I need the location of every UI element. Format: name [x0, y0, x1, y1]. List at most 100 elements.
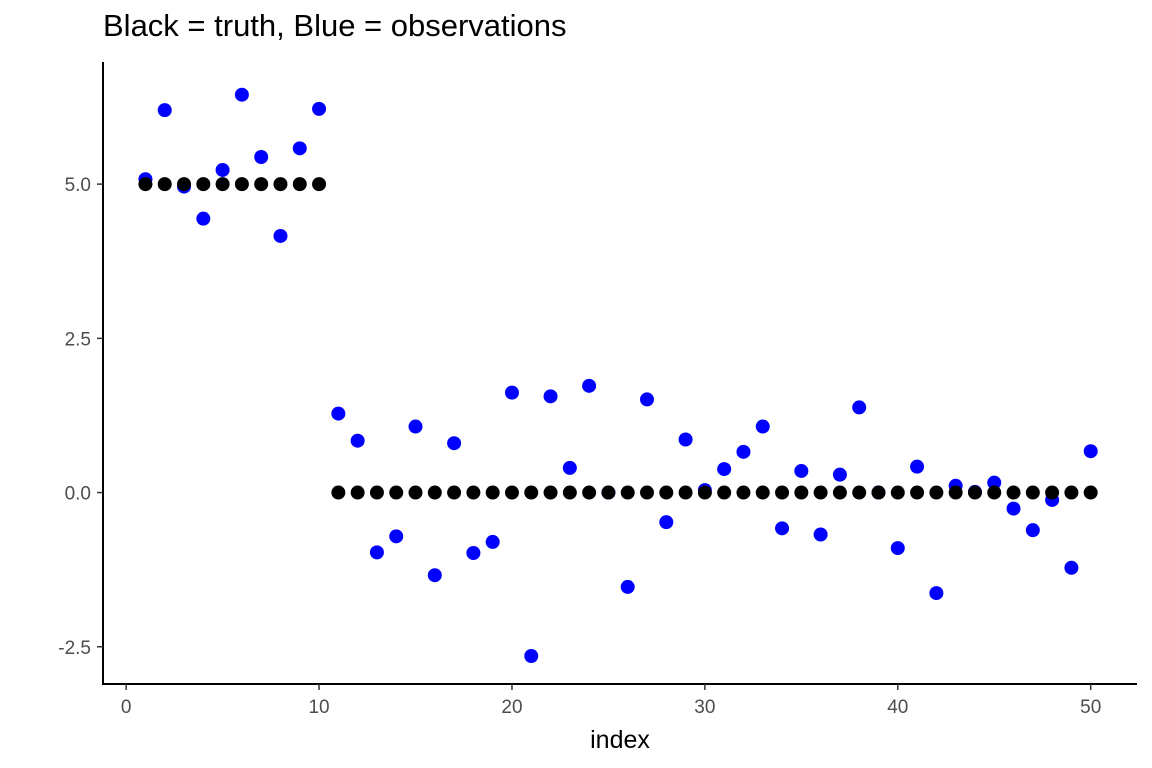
- series-0: [138, 87, 1098, 664]
- data-point: [312, 101, 327, 116]
- data-point: [389, 529, 404, 544]
- data-point: [157, 103, 172, 118]
- data-point: [1025, 523, 1040, 538]
- x-axis-title: index: [590, 726, 650, 754]
- data-point: [447, 485, 462, 500]
- x-tick-label: 10: [308, 697, 329, 718]
- data-point: [832, 485, 847, 500]
- data-point: [582, 485, 597, 500]
- data-point: [582, 378, 597, 393]
- data-point: [196, 177, 211, 192]
- data-point: [466, 545, 481, 560]
- data-point: [273, 228, 288, 243]
- data-point: [196, 211, 211, 226]
- data-point: [389, 485, 404, 500]
- data-point: [292, 177, 307, 192]
- data-point: [678, 485, 693, 500]
- data-point: [524, 649, 539, 664]
- data-point: [234, 177, 249, 192]
- data-point: [1025, 485, 1040, 500]
- data-point: [717, 485, 732, 500]
- data-point: [292, 141, 307, 156]
- data-point: [408, 485, 423, 500]
- x-tick-label: 30: [694, 697, 715, 718]
- data-point: [832, 467, 847, 482]
- data-point: [659, 515, 674, 530]
- data-point: [620, 485, 635, 500]
- data-point: [929, 485, 944, 500]
- data-point: [948, 485, 963, 500]
- data-point: [1006, 501, 1021, 516]
- data-point: [369, 545, 384, 560]
- axes: [102, 62, 1137, 685]
- data-point: [562, 460, 577, 475]
- data-point: [890, 541, 905, 556]
- data-point: [543, 389, 558, 404]
- data-point: [736, 444, 751, 459]
- data-point: [640, 485, 655, 500]
- data-point: [312, 177, 327, 192]
- y-tick-label: 5.0: [65, 175, 91, 196]
- data-point: [987, 485, 1002, 500]
- series-1: [138, 177, 1098, 500]
- data-point: [408, 419, 423, 434]
- data-point: [157, 177, 172, 192]
- data-point: [813, 485, 828, 500]
- y-tick-label: 2.5: [65, 329, 91, 350]
- data-point: [755, 485, 770, 500]
- x-tick-label: 50: [1080, 697, 1101, 718]
- data-point: [775, 485, 790, 500]
- data-point: [562, 485, 577, 500]
- x-tick-label: 20: [501, 697, 522, 718]
- data-point: [640, 392, 655, 407]
- points-layer: [138, 87, 1098, 664]
- data-point: [736, 485, 751, 500]
- data-point: [331, 485, 346, 500]
- data-point: [678, 432, 693, 447]
- x-tick-label: 0: [121, 697, 132, 718]
- data-point: [485, 534, 500, 549]
- data-point: [504, 485, 519, 500]
- data-point: [215, 177, 230, 192]
- data-point: [177, 177, 192, 192]
- data-point: [273, 177, 288, 192]
- data-point: [890, 485, 905, 500]
- data-point: [215, 162, 230, 177]
- data-point: [1083, 444, 1098, 459]
- data-point: [369, 485, 384, 500]
- data-point: [775, 521, 790, 536]
- data-point: [1045, 485, 1060, 500]
- data-point: [543, 485, 558, 500]
- data-point: [910, 485, 925, 500]
- data-point: [350, 485, 365, 500]
- data-point: [794, 463, 809, 478]
- x-tick-label: 40: [887, 697, 908, 718]
- y-tick-label: -2.5: [58, 638, 91, 659]
- data-point: [987, 475, 1002, 490]
- data-point: [1083, 485, 1098, 500]
- data-point: [1006, 485, 1021, 500]
- chart-title: Black = truth, Blue = observations: [103, 8, 567, 43]
- data-point: [852, 400, 867, 415]
- data-point: [929, 586, 944, 601]
- data-point: [427, 568, 442, 583]
- data-point: [659, 485, 674, 500]
- data-point: [620, 579, 635, 594]
- data-point: [234, 87, 249, 102]
- data-point: [427, 485, 442, 500]
- data-point: [254, 149, 269, 164]
- data-point: [138, 177, 153, 192]
- data-point: [331, 406, 346, 421]
- data-point: [813, 527, 828, 542]
- data-point: [254, 177, 269, 192]
- data-point: [852, 485, 867, 500]
- data-point: [910, 459, 925, 474]
- data-point: [794, 485, 809, 500]
- data-point: [717, 462, 732, 477]
- data-point: [350, 433, 365, 448]
- y-ticks: -2.5 0.0 2.5 5.0: [58, 175, 103, 659]
- data-point: [1064, 485, 1079, 500]
- data-point: [871, 485, 886, 500]
- data-point: [466, 485, 481, 500]
